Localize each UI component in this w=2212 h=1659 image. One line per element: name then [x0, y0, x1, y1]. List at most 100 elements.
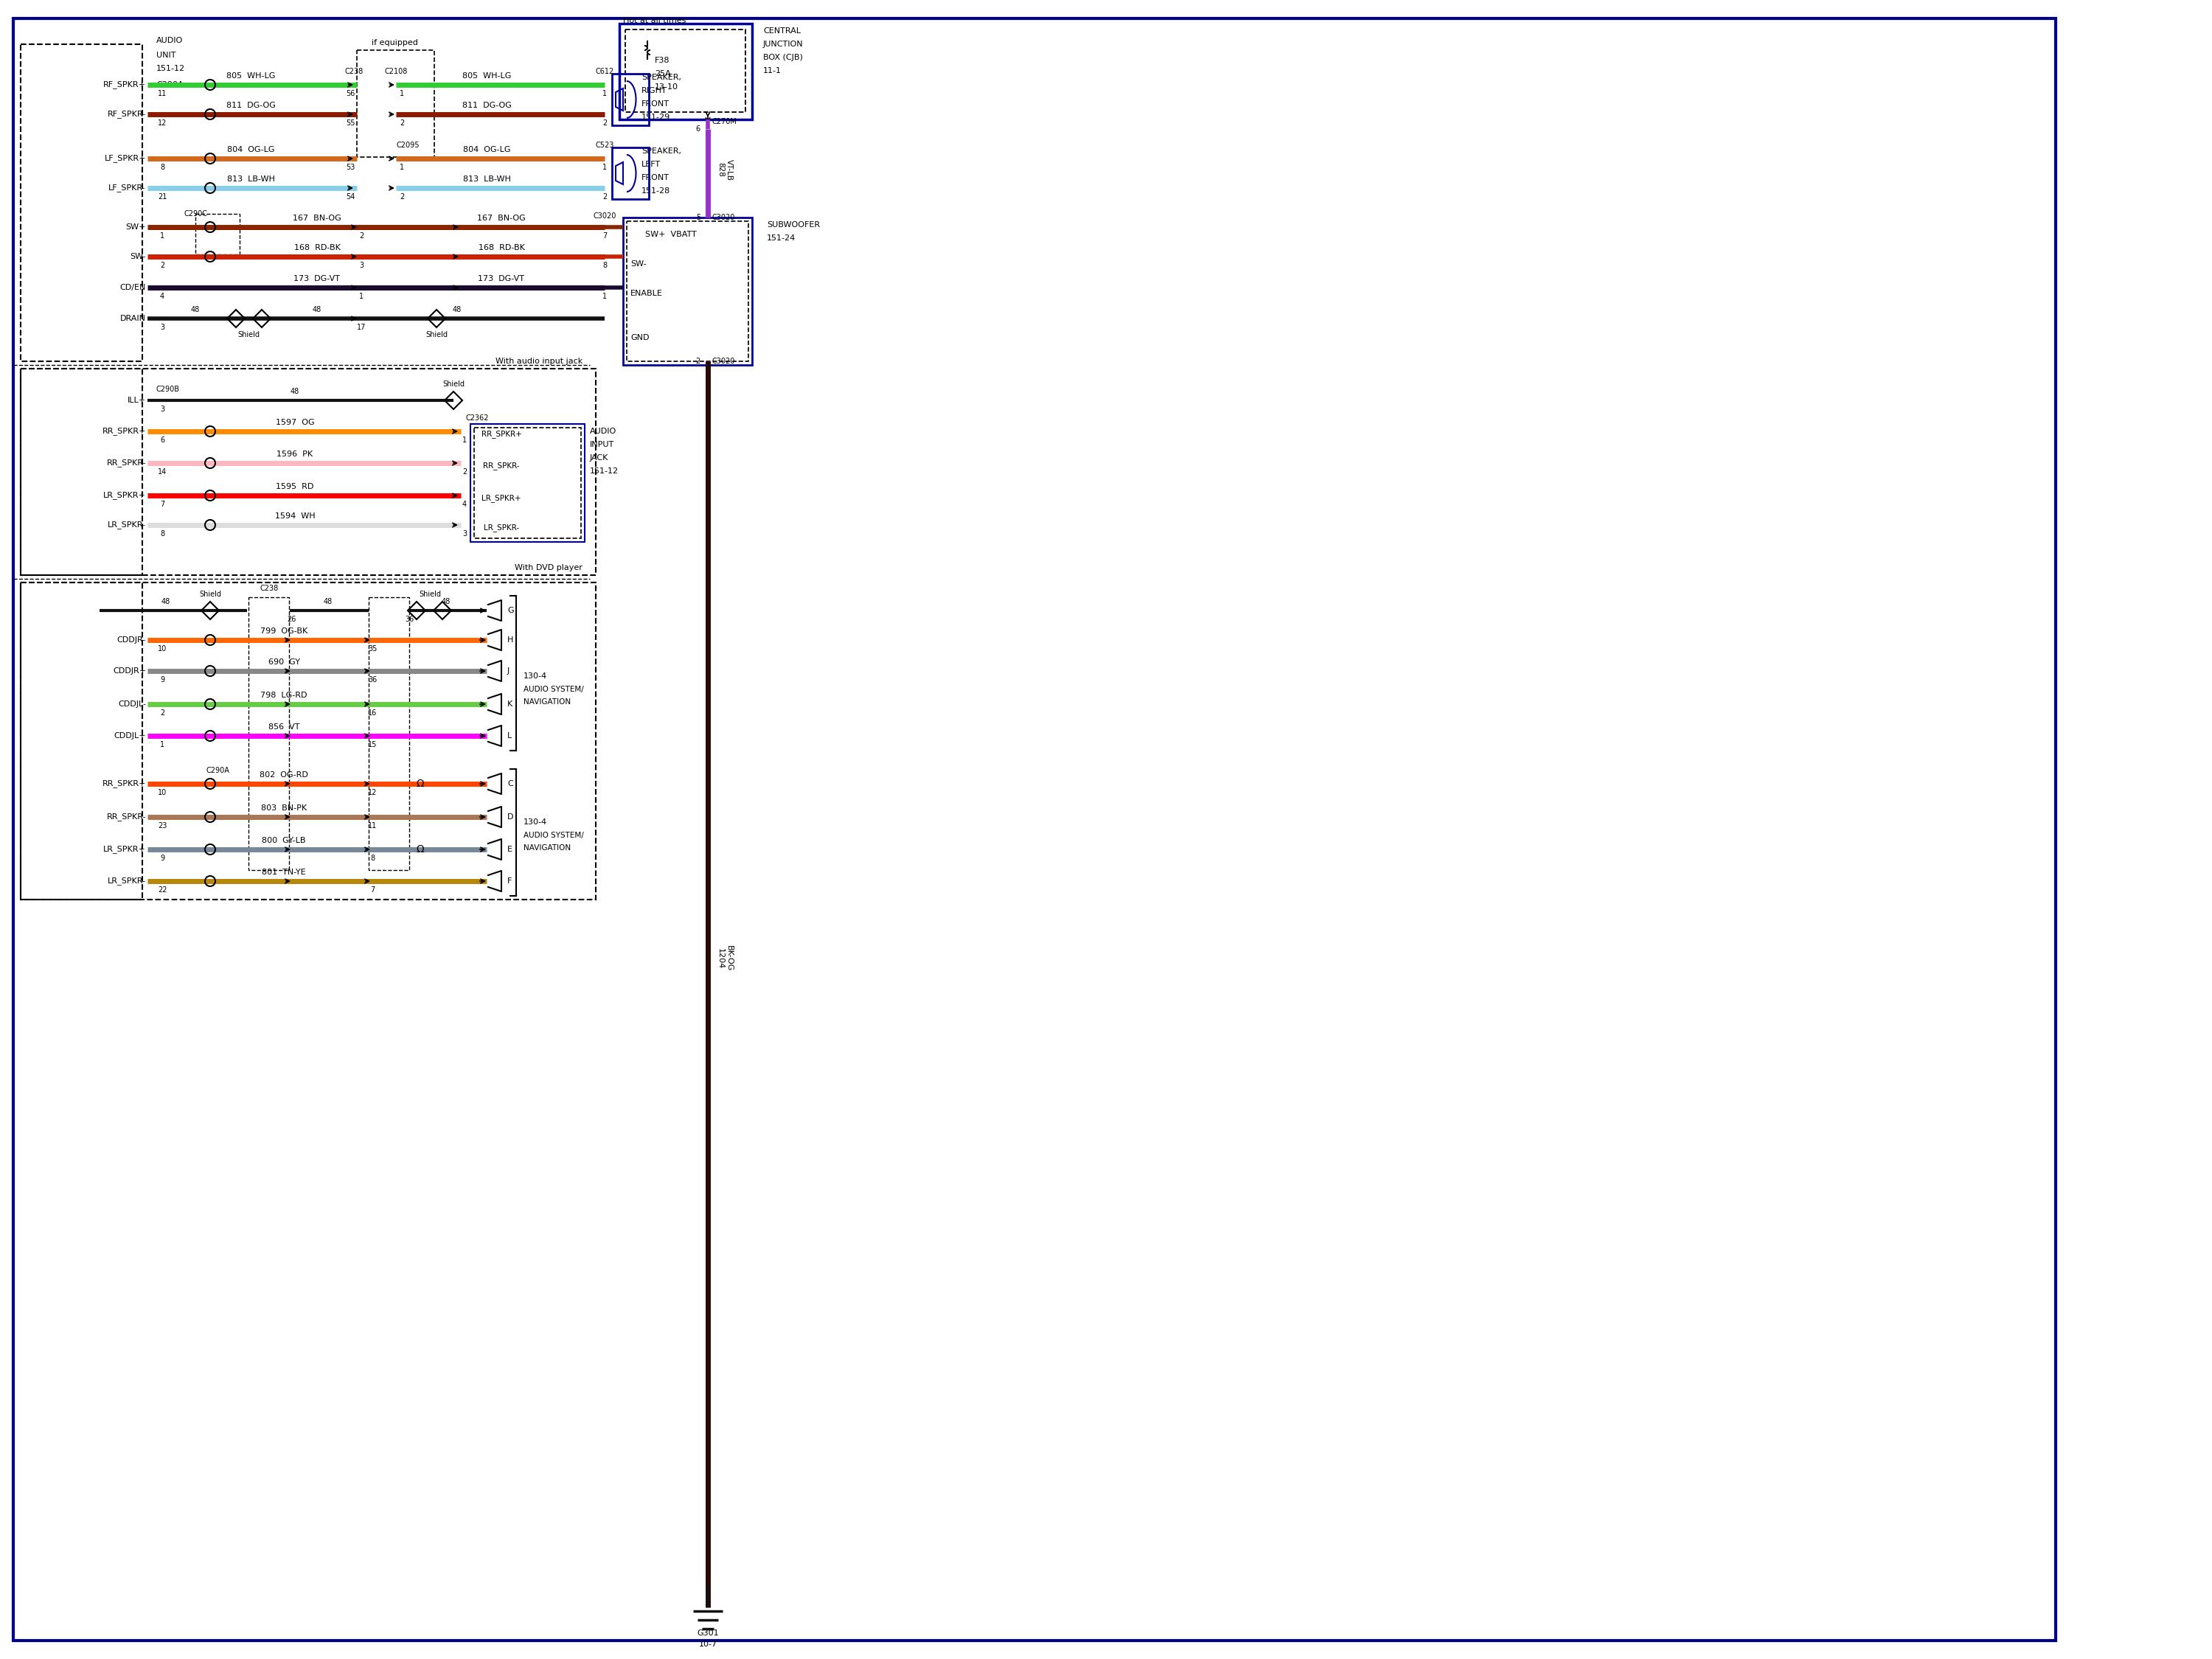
Text: RR_SPKR+: RR_SPKR+ — [102, 428, 146, 435]
Text: C3020: C3020 — [712, 358, 734, 365]
Text: CDDJL-: CDDJL- — [117, 700, 146, 708]
Text: ENABLE: ENABLE — [630, 290, 664, 297]
Text: C290A: C290A — [206, 766, 230, 775]
Bar — [613, 73, 648, 126]
Text: if equipped: if equipped — [372, 40, 418, 46]
Text: DRAIN: DRAIN — [119, 315, 146, 322]
Text: 5: 5 — [697, 214, 701, 221]
Text: With DVD player: With DVD player — [515, 564, 582, 571]
Text: SUBWOOFER: SUBWOOFER — [768, 221, 821, 229]
Text: GND: GND — [630, 333, 650, 342]
Text: RR_SPKR+: RR_SPKR+ — [102, 780, 146, 788]
Text: SPEAKER,: SPEAKER, — [641, 73, 681, 81]
Text: 800  GY-LB: 800 GY-LB — [261, 836, 305, 844]
Text: 8: 8 — [159, 531, 164, 538]
Text: 48: 48 — [323, 597, 332, 606]
Text: 21: 21 — [157, 192, 166, 201]
Text: SPEAKER,: SPEAKER, — [641, 148, 681, 154]
Text: ILL+: ILL+ — [128, 397, 146, 405]
Text: 803  BN-PK: 803 BN-PK — [261, 805, 307, 811]
Text: 151-29: 151-29 — [641, 113, 670, 121]
Text: RR_SPKR+: RR_SPKR+ — [482, 430, 522, 438]
Text: 3: 3 — [358, 262, 363, 269]
Text: 14: 14 — [157, 468, 166, 476]
Text: H: H — [507, 637, 513, 644]
Text: 805  WH-LG: 805 WH-LG — [462, 73, 511, 80]
Text: C270M: C270M — [712, 118, 737, 126]
Bar — [619, 23, 752, 119]
Text: J: J — [507, 667, 509, 675]
Text: 151-12: 151-12 — [591, 468, 619, 474]
Text: C290A: C290A — [157, 81, 184, 88]
Text: FRONT: FRONT — [641, 100, 670, 108]
Text: 130-4: 130-4 — [524, 818, 546, 826]
Text: 4: 4 — [462, 501, 467, 508]
Text: LR_SPKR-: LR_SPKR- — [108, 878, 146, 886]
Text: RR_SPKR-: RR_SPKR- — [482, 461, 520, 469]
Text: Ω: Ω — [416, 778, 425, 790]
Text: 1: 1 — [400, 164, 405, 171]
Text: 804  OG-LG: 804 OG-LG — [462, 146, 511, 153]
Text: AUDIO SYSTEM/: AUDIO SYSTEM/ — [524, 685, 584, 693]
Text: 48: 48 — [190, 305, 199, 314]
Text: SW-: SW- — [131, 252, 146, 260]
Text: C290C: C290C — [184, 211, 208, 217]
Text: 2: 2 — [159, 262, 164, 269]
Text: AUDIO: AUDIO — [591, 428, 617, 435]
Bar — [613, 148, 648, 199]
Text: 17: 17 — [356, 324, 365, 332]
Text: 828: 828 — [717, 163, 723, 178]
Text: 856  VT: 856 VT — [268, 723, 299, 730]
Text: 4: 4 — [159, 292, 164, 300]
Text: RIGHT: RIGHT — [641, 86, 668, 95]
Text: RF_SPKR-: RF_SPKR- — [108, 109, 146, 118]
Text: 13-10: 13-10 — [655, 83, 679, 91]
Text: SW+  VBATT: SW+ VBATT — [646, 231, 697, 239]
Text: LR_SPKR+: LR_SPKR+ — [104, 846, 146, 853]
Text: 8: 8 — [602, 262, 606, 269]
Text: C612: C612 — [595, 68, 615, 75]
Text: CD/EN: CD/EN — [119, 284, 146, 292]
Text: 8: 8 — [369, 854, 374, 863]
Text: 3: 3 — [159, 324, 164, 332]
Text: 173  DG-VT: 173 DG-VT — [478, 275, 524, 282]
Text: 2: 2 — [697, 358, 701, 365]
Text: 10-7: 10-7 — [699, 1641, 717, 1647]
Text: C2095: C2095 — [396, 141, 420, 149]
Text: 8: 8 — [159, 164, 164, 171]
Text: 9: 9 — [159, 677, 164, 684]
Text: 130-4: 130-4 — [524, 672, 546, 680]
Text: 7: 7 — [369, 886, 374, 894]
Text: LF_SPKR-: LF_SPKR- — [108, 184, 146, 192]
Text: 1594  WH: 1594 WH — [274, 513, 314, 519]
Text: Shield: Shield — [425, 332, 447, 338]
Bar — [20, 368, 595, 576]
Text: INPUT: INPUT — [591, 441, 615, 448]
Text: 9: 9 — [159, 854, 164, 863]
Bar — [20, 368, 142, 576]
Text: FRONT: FRONT — [641, 174, 670, 181]
Text: Shield: Shield — [199, 591, 221, 597]
Text: 801  TN-YE: 801 TN-YE — [261, 869, 305, 876]
Text: 1: 1 — [602, 292, 606, 300]
Text: 7: 7 — [159, 501, 164, 508]
Text: 1: 1 — [159, 742, 164, 748]
Text: 1: 1 — [602, 164, 606, 171]
Text: 12: 12 — [157, 119, 166, 126]
Text: 2: 2 — [602, 192, 606, 201]
Text: 167  BN-OG: 167 BN-OG — [478, 214, 526, 222]
Text: 1204: 1204 — [717, 947, 723, 969]
Text: 7: 7 — [602, 232, 606, 239]
Text: G301: G301 — [697, 1629, 719, 1637]
Text: 10: 10 — [157, 790, 166, 796]
Text: 798  LG-RD: 798 LG-RD — [261, 692, 307, 698]
Text: RR_SPKR-: RR_SPKR- — [106, 460, 146, 468]
Text: 48: 48 — [161, 597, 170, 606]
Text: F38: F38 — [655, 56, 670, 65]
Text: 11-1: 11-1 — [763, 66, 781, 75]
Text: LR_SPKR-: LR_SPKR- — [108, 521, 146, 529]
Text: 802  OG-RD: 802 OG-RD — [259, 771, 307, 778]
Text: 1597  OG: 1597 OG — [276, 418, 314, 426]
Text: CENTRAL: CENTRAL — [763, 27, 801, 35]
Text: LR_SPKR+: LR_SPKR+ — [104, 491, 146, 499]
